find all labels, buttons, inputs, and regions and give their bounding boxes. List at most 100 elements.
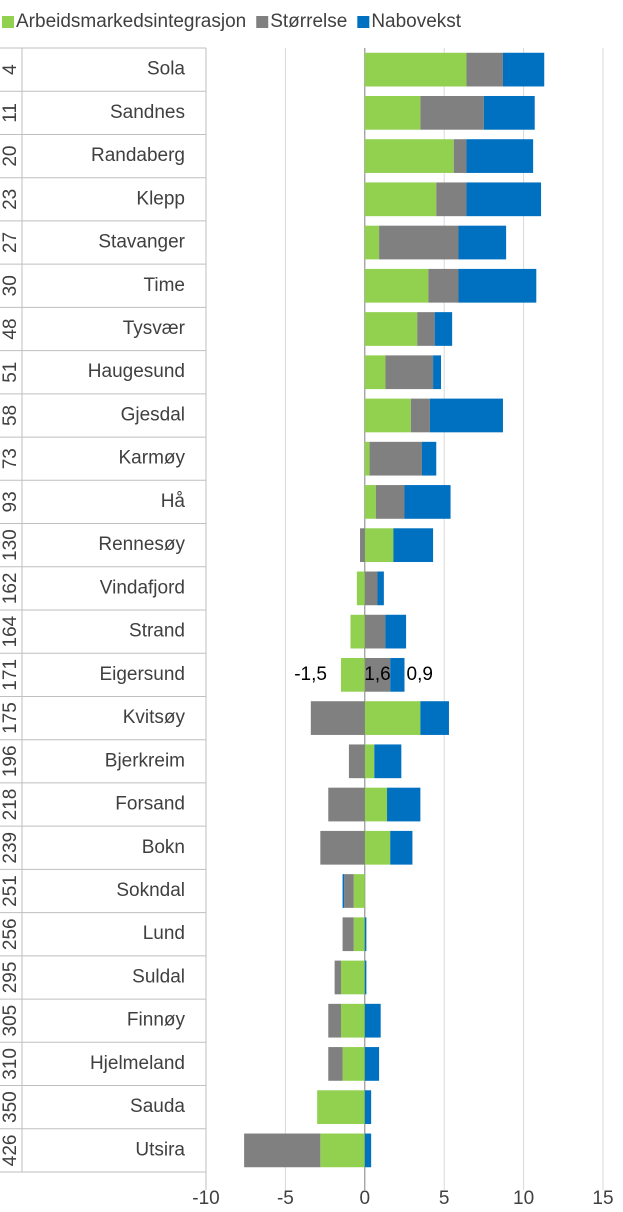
bar-segment (353, 917, 365, 952)
bar-segment (436, 182, 467, 217)
category-label: Eigersund (99, 664, 185, 685)
bar-segment (350, 614, 365, 649)
bar-segment (348, 744, 365, 779)
bar-segment (342, 1047, 365, 1081)
legend-label: Arbeidsmarkedsintegrasjon (16, 11, 246, 32)
rank-label: 23 (0, 189, 21, 210)
bar-segment (466, 182, 542, 217)
category-label: Sola (147, 59, 185, 80)
category-label: Stavanger (98, 232, 185, 253)
legend-swatch (2, 16, 14, 28)
category-label: Time (143, 275, 185, 296)
bar-segment (353, 874, 365, 908)
bar-segment (458, 268, 537, 303)
category-label: Karmøy (119, 448, 186, 469)
category-label: Klepp (136, 188, 185, 209)
bar-segment (385, 614, 407, 649)
bar-segment (410, 398, 430, 433)
bar-segment (364, 830, 391, 865)
category-label: Bjerkreim (105, 750, 185, 771)
rank-label: 305 (0, 1005, 21, 1037)
rank-label: 218 (0, 789, 21, 821)
bar-segment (364, 225, 380, 260)
category-label: Tysvær (123, 318, 186, 339)
bar-segment (360, 528, 365, 563)
category-label: Finnøy (127, 1010, 186, 1031)
category-label: Vindafjord (100, 577, 185, 598)
bar-segment (502, 52, 545, 87)
bar-segment (320, 1133, 365, 1168)
rank-label: 310 (0, 1048, 21, 1080)
rank-label: 48 (0, 318, 21, 339)
bar-segment (377, 571, 384, 606)
bar-segment (317, 1090, 365, 1125)
bar-segment (334, 960, 341, 995)
bar-segment (364, 182, 437, 217)
bar-segment (364, 960, 367, 995)
bar-segment (364, 657, 391, 692)
bar-segment (364, 701, 421, 735)
bar-segment (374, 744, 402, 779)
bar-segment (420, 701, 449, 735)
rank-label: 239 (0, 832, 21, 864)
rank-label: 30 (0, 275, 21, 296)
x-tick-label: 10 (513, 1188, 534, 1209)
bar-segment (364, 787, 388, 822)
bar-segment (393, 528, 434, 563)
bar-segment (379, 225, 459, 260)
rank-label: 130 (0, 529, 21, 561)
bar-segment (364, 1003, 381, 1038)
bar-segment (364, 571, 378, 606)
bar-segment (364, 441, 370, 476)
bar-segment (390, 830, 413, 865)
rank-label: 171 (0, 659, 21, 691)
rank-label: 164 (0, 615, 21, 647)
rank-label: 196 (0, 745, 21, 777)
bar-segment (428, 268, 459, 303)
category-label: Sokndal (116, 880, 185, 901)
category-label: Hå (161, 491, 186, 512)
bar-segment (466, 139, 534, 173)
bar-segment (434, 312, 453, 346)
category-label: Strand (129, 621, 185, 642)
bar-segment (420, 95, 484, 130)
rank-label: 58 (0, 405, 21, 426)
bar-segment (340, 960, 365, 995)
bar-segment (466, 52, 503, 87)
bar-segment (320, 830, 365, 865)
data-label: 0,9 (407, 664, 433, 685)
category-label: Forsand (115, 794, 185, 815)
rank-label: 27 (0, 232, 21, 253)
rank-label: 295 (0, 962, 21, 994)
bar-segment (375, 485, 405, 519)
rank-label: 4 (0, 64, 21, 75)
rank-label: 426 (0, 1135, 21, 1167)
bar-segment (364, 528, 394, 563)
x-tick-label: 15 (592, 1188, 613, 1209)
category-label: Bokn (142, 837, 185, 858)
bar-segment (356, 571, 365, 606)
bar-segment (364, 485, 376, 519)
bar-segment (364, 52, 467, 87)
rank-label: 73 (0, 448, 21, 469)
bar-segment (433, 355, 442, 390)
data-label: 1,6 (364, 664, 390, 685)
x-tick-label: -10 (192, 1188, 219, 1209)
rank-label: 256 (0, 918, 21, 950)
bar-segment (364, 614, 386, 649)
category-label: Lund (143, 923, 185, 944)
rank-label: 93 (0, 491, 21, 512)
bar-segment (342, 874, 345, 908)
bar-segment (364, 139, 454, 173)
category-label: Suldal (132, 966, 185, 987)
bar-segment (244, 1133, 321, 1168)
x-tick-label: -5 (277, 1188, 294, 1209)
bar-segment (421, 441, 437, 476)
category-label: Sandnes (110, 102, 185, 123)
category-label: Rennesøy (98, 534, 185, 555)
bar-segment (483, 95, 535, 130)
bar-segment (458, 225, 507, 260)
rank-label: 20 (0, 146, 21, 167)
bar-segment (328, 1003, 341, 1038)
